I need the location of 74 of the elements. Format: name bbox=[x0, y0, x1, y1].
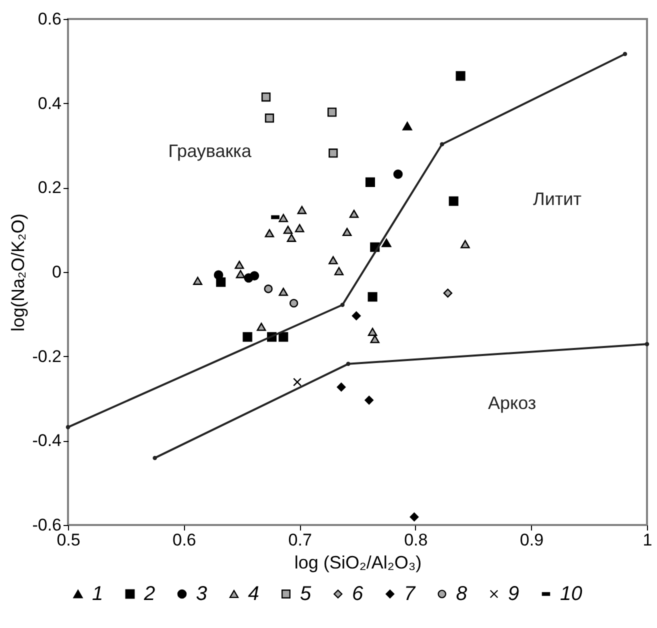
point bbox=[334, 267, 344, 276]
point bbox=[152, 456, 157, 460]
y-tick-label: 0 bbox=[52, 262, 62, 282]
point bbox=[261, 92, 271, 102]
point bbox=[443, 288, 452, 298]
legend-label: 2 bbox=[143, 583, 156, 605]
point bbox=[286, 234, 296, 242]
annotation: Литит bbox=[533, 189, 582, 210]
x-tick-label: 0.7 bbox=[288, 530, 312, 550]
point bbox=[193, 276, 202, 285]
legend-label: 1 bbox=[92, 583, 104, 605]
point bbox=[294, 224, 304, 232]
y-tick-label: -0.2 bbox=[32, 346, 62, 366]
point bbox=[242, 332, 252, 342]
legend-label: 9 bbox=[508, 583, 520, 605]
point bbox=[644, 342, 650, 346]
point bbox=[264, 114, 274, 123]
point bbox=[264, 229, 274, 238]
point bbox=[364, 396, 374, 405]
y-tick-label: 0.2 bbox=[38, 178, 62, 198]
point bbox=[256, 322, 266, 331]
point bbox=[382, 238, 392, 248]
point bbox=[346, 362, 350, 366]
y-tick-label: 0.6 bbox=[38, 10, 62, 28]
legend-label: 8 bbox=[456, 583, 468, 605]
x-tick-label: 0.8 bbox=[404, 530, 428, 550]
legend-label: 3 bbox=[196, 583, 208, 605]
point bbox=[460, 240, 470, 248]
point bbox=[368, 292, 378, 302]
x-axis-title: log (SiO₂/Al₂O₃) bbox=[294, 552, 422, 572]
annotation: Граувакка bbox=[168, 141, 252, 162]
point bbox=[340, 302, 345, 308]
point bbox=[234, 260, 244, 269]
point bbox=[264, 284, 273, 294]
point bbox=[293, 378, 302, 386]
point bbox=[278, 288, 288, 296]
point bbox=[328, 256, 338, 264]
point bbox=[297, 206, 307, 214]
point bbox=[342, 228, 352, 236]
annotation: Аркоз bbox=[488, 393, 536, 414]
point bbox=[368, 328, 378, 336]
point bbox=[278, 214, 288, 222]
point bbox=[622, 52, 628, 56]
point bbox=[393, 169, 403, 179]
point bbox=[327, 108, 337, 117]
point bbox=[448, 196, 458, 206]
legend-label: 5 bbox=[300, 583, 312, 605]
legend-label: 6 bbox=[352, 583, 364, 605]
point bbox=[336, 382, 346, 392]
point bbox=[365, 177, 376, 187]
point bbox=[456, 71, 466, 81]
y-tick-label: -0.4 bbox=[32, 431, 62, 450]
point bbox=[440, 142, 444, 146]
point bbox=[250, 271, 260, 280]
legend-label: 10 bbox=[560, 583, 582, 605]
point bbox=[283, 226, 293, 234]
point bbox=[278, 332, 288, 342]
point bbox=[352, 311, 361, 320]
point bbox=[214, 270, 224, 280]
y-tick-label: 0.4 bbox=[38, 94, 62, 113]
x-tick-label: 0.9 bbox=[520, 530, 544, 550]
point bbox=[328, 148, 338, 158]
point bbox=[236, 270, 246, 278]
x-tick-label: 0.6 bbox=[172, 530, 196, 550]
point bbox=[66, 425, 70, 430]
point bbox=[289, 298, 298, 308]
point bbox=[370, 334, 380, 344]
point bbox=[349, 210, 359, 218]
point bbox=[410, 512, 419, 522]
point bbox=[402, 122, 412, 130]
y-axis-title: log(Na₂O/K₂O) bbox=[8, 213, 28, 332]
x-tick-label: 1 bbox=[642, 530, 652, 550]
legend-label: 7 bbox=[404, 583, 416, 605]
legend-label: 4 bbox=[248, 583, 260, 605]
